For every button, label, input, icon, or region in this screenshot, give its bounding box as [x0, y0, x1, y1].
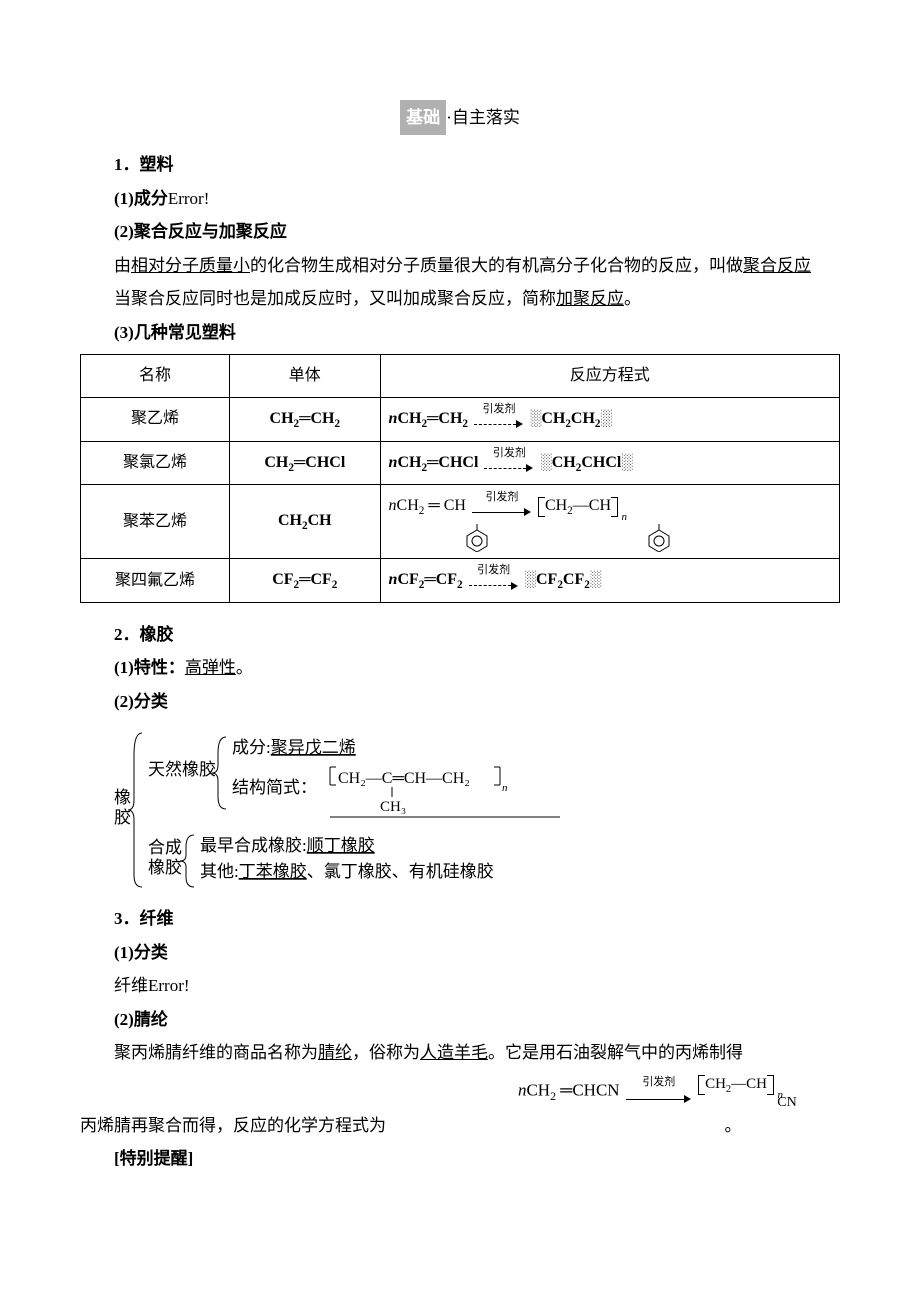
- brace-b-bot: 橡胶: [148, 858, 182, 877]
- s3-l2-u2: 人造羊毛: [420, 1043, 488, 1062]
- svg-text:CH₃: CH₃: [380, 799, 406, 815]
- s3-l2-pre: 聚丙烯腈纤维的商品名称为: [114, 1043, 318, 1062]
- cell-monomer: CF2═CF2: [230, 558, 380, 602]
- s1-l1-error: Error!: [168, 189, 210, 208]
- brace-b-top: 合成: [148, 838, 182, 857]
- s3-l2-suf: 。它是用石油裂解气中的丙烯制得: [488, 1043, 743, 1062]
- s3-l3-pre: 丙烯腈再聚合而得，反应的化学方程式为: [80, 1116, 386, 1135]
- s3-l2-body: 聚丙烯腈纤维的商品名称为腈纶，俗称为人造羊毛。它是用石油裂解气中的丙烯制得: [80, 1037, 840, 1068]
- s3-l1-err: Error!: [148, 976, 190, 995]
- s3-l3-suf: 。: [725, 1116, 742, 1135]
- brace-root: 橡: [114, 788, 131, 807]
- arrow-icon: 引发剂: [474, 409, 524, 429]
- table-header-row: 名称 单体 反应方程式: [81, 355, 840, 398]
- arrow-icon: 引发剂: [484, 453, 534, 473]
- th-name: 名称: [81, 355, 230, 398]
- section-header: 基础·自主落实: [80, 100, 840, 135]
- s3-l1-body: 纤维Error!: [80, 970, 840, 1001]
- polymer-table: 名称 单体 反应方程式 聚乙烯 CH2═CH2 nCH2═CH2 引发剂 ░CH…: [80, 354, 840, 603]
- title-suffix: ·自主落实: [446, 108, 520, 127]
- brace-b1: 最早合成橡胶:顺丁橡胶: [200, 836, 375, 855]
- s1-heading: 1．塑料: [80, 149, 840, 180]
- s1-l2b2-suf: 。: [624, 289, 641, 308]
- arrow-icon: 引发剂: [626, 1082, 692, 1102]
- arrow-icon: 引发剂: [469, 570, 519, 590]
- s1-l1: (1)成分Error!: [80, 183, 840, 214]
- s3-l1: (1)分类: [80, 937, 840, 968]
- s2-l1-u: 高弹性: [185, 658, 236, 677]
- cell-eq: nCF2═CF2 引发剂 ░CF2CF2░: [380, 558, 839, 602]
- cell-eq: nCH2 ═ CH 引发剂 CH2—CHn: [380, 485, 839, 559]
- s2-l1-pre: (1)特性：: [114, 658, 185, 677]
- s3-l1-pre: 纤维: [114, 976, 148, 995]
- title-box: 基础: [400, 100, 446, 135]
- cell-monomer: CH2═CHCl: [230, 441, 380, 485]
- table-row: 聚四氟乙烯 CF2═CF2 nCF2═CF2 引发剂 ░CF2CF2░: [81, 558, 840, 602]
- table-row: 聚氯乙烯 CH2═CHCl nCH2═CHCl 引发剂 ░CH2CHCl░: [81, 441, 840, 485]
- th-eq: 反应方程式: [380, 355, 839, 398]
- s1-l2-u3: 加聚反应: [556, 289, 624, 308]
- s1-l2b2-pre: 当聚合反应同时也是加成反应时，又叫加成聚合反应，简称: [114, 289, 556, 308]
- brace-b2: 其他:丁苯橡胶、氯丁橡胶、有机硅橡胶: [200, 862, 494, 881]
- s2-l1: (1)特性：高弹性。: [80, 652, 840, 683]
- phenyl-icon: [647, 524, 671, 552]
- table-row: 聚乙烯 CH2═CH2 nCH2═CH2 引发剂 ░CH2CH2░: [81, 397, 840, 441]
- cell-eq: nCH2═CHCl 引发剂 ░CH2CHCl░: [380, 441, 839, 485]
- s1-l3: (3)几种常见塑料: [80, 317, 840, 348]
- cell-name: 聚氯乙烯: [81, 441, 230, 485]
- s3-l2: (2)腈纶: [80, 1004, 840, 1035]
- s2-heading: 2．橡胶: [80, 619, 840, 650]
- brace-a-label: 天然橡胶: [148, 760, 216, 779]
- brace-a1: 成分:聚异戊二烯: [232, 738, 356, 757]
- cell-name: 聚乙烯: [81, 397, 230, 441]
- page: 基础·自主落实 1．塑料 (1)成分Error! (2)聚合反应与加聚反应 由相…: [0, 0, 920, 1302]
- brace-a2-pre: 结构简式：: [232, 778, 317, 797]
- arrow-icon: 引发剂: [472, 497, 532, 517]
- s1-l2-u1: 相对分子质量小: [131, 256, 250, 275]
- s3-l2-u1: 腈纶: [318, 1043, 352, 1062]
- brace-root2: 胶: [114, 808, 131, 827]
- th-monomer: 单体: [230, 355, 380, 398]
- svg-text:CH₂—C═CH—CH₂: CH₂—C═CH—CH₂: [338, 770, 470, 787]
- phenyl-icon: [465, 524, 489, 552]
- cell-monomer: CH2CH: [230, 485, 380, 559]
- s2-l1-suf: 。: [236, 658, 253, 677]
- s2-l2: (2)分类: [80, 686, 840, 717]
- cell-eq: nCH2═CH2 引发剂 ░CH2CH2░: [380, 397, 839, 441]
- svg-text:n: n: [502, 782, 508, 794]
- s1-l2-mid: 的化合物生成相对分子质量很大的有机高分子化合物的反应，叫做: [250, 256, 743, 275]
- s1-l2: (2)聚合反应与加聚反应: [80, 216, 840, 247]
- s1-l2-body2: 当聚合反应同时也是加成反应时，又叫加成聚合反应，简称加聚反应。: [80, 283, 840, 314]
- s3-l3: 丙烯腈再聚合而得，反应的化学方程式为 。: [80, 1110, 840, 1141]
- rubber-brace-diagram: 橡 胶 天然橡胶 成分:聚异戊二烯 结构简式： CH₂—C═CH—CH₂ n C…: [114, 725, 840, 895]
- cell-monomer: CH2═CH2: [230, 397, 380, 441]
- s1-l2-pre: 由: [114, 256, 131, 275]
- s3-equation: nCH2 ═CHCN 引发剂 CH2—CHn CN: [80, 1074, 840, 1110]
- cell-name: 聚苯乙烯: [81, 485, 230, 559]
- s4-heading: [特别提醒]: [80, 1143, 840, 1174]
- s3-heading: 3．纤维: [80, 903, 840, 934]
- table-row: 聚苯乙烯 CH2CH nCH2 ═ CH 引发剂 CH2—CHn: [81, 485, 840, 559]
- s1-l2-body1: 由相对分子质量小的化合物生成相对分子质量很大的有机高分子化合物的反应，叫做聚合反…: [80, 250, 840, 281]
- cell-name: 聚四氟乙烯: [81, 558, 230, 602]
- s3-l2-mid: ，俗称为: [352, 1043, 420, 1062]
- s1-l1-prefix: (1)成分: [114, 189, 168, 208]
- s1-l2-u2: 聚合反应: [743, 256, 811, 275]
